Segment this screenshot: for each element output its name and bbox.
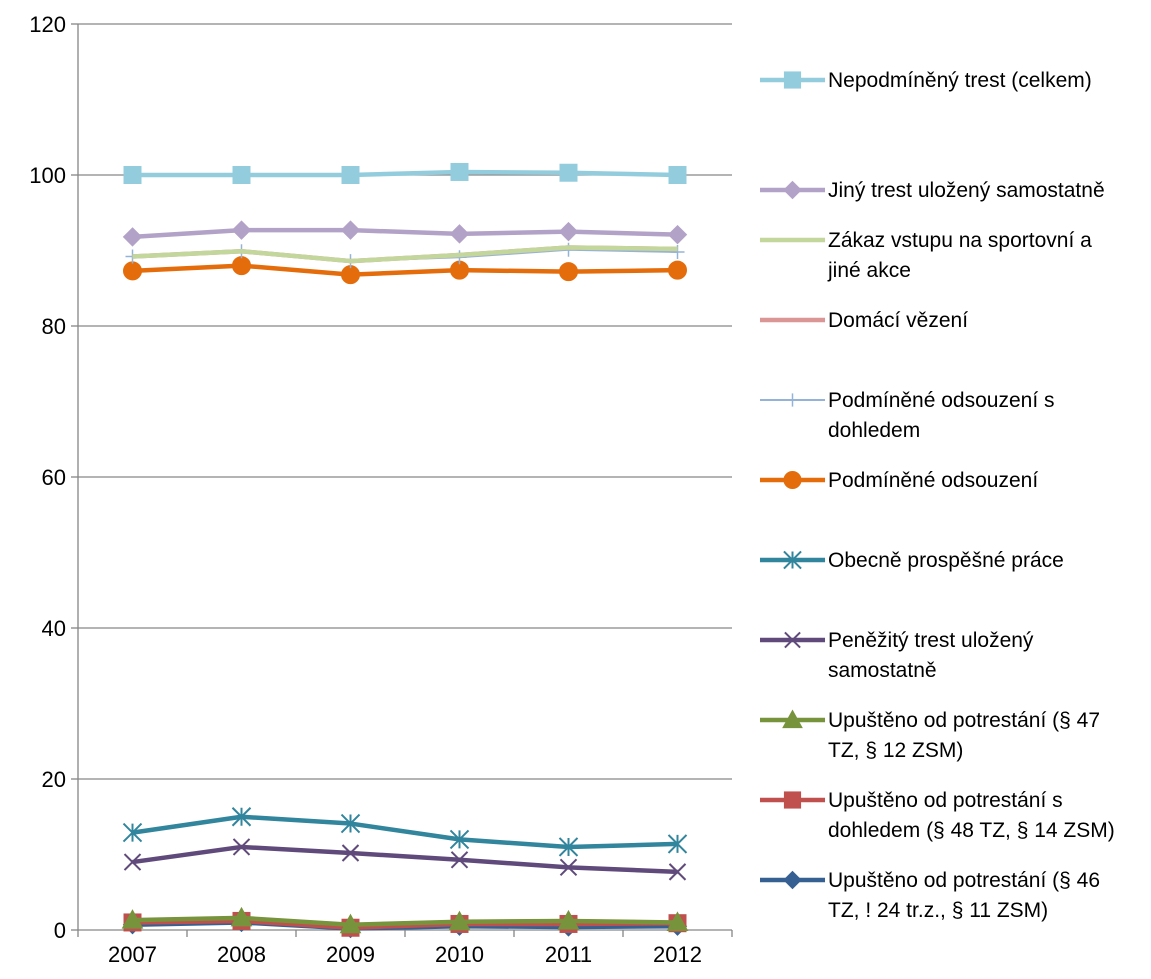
legend-label: Podmíněné odsouzení: [828, 469, 1038, 492]
series-line: [132, 245, 678, 264]
data-point: [668, 166, 687, 184]
data-point: [668, 260, 687, 280]
legend-marker: [782, 709, 803, 729]
data-point: [122, 822, 143, 843]
legend-label: Peněžitý trest uložený samostatně: [828, 629, 1034, 682]
series: [123, 256, 687, 285]
series-line: [132, 227, 678, 240]
legend-label: Upuštěno od potrestání s dohledem (§ 48 T…: [828, 789, 1115, 842]
legend-marker: [785, 393, 800, 407]
series: [122, 220, 688, 247]
legend-marker: [783, 870, 802, 890]
series: [123, 162, 687, 184]
legend-marker: [783, 180, 802, 200]
data-point: [232, 256, 251, 276]
data-point: [450, 851, 469, 869]
series: [122, 807, 688, 857]
legend-item: Zákaz vstupu na sportovní a jiné akce: [760, 229, 1092, 282]
y-tick-label: 100: [29, 163, 66, 188]
legend-marker: [783, 71, 802, 89]
data-point: [231, 220, 252, 240]
data-point: [448, 910, 471, 931]
legend-item: Nepodmíněný trest (celkem): [760, 69, 1092, 92]
series-line: [132, 169, 678, 178]
data-point: [668, 863, 687, 881]
series-line: [132, 844, 678, 875]
y-tick-label: 0: [54, 918, 66, 943]
legend-marker: [784, 631, 801, 649]
legend-item: Peněžitý trest uložený samostatně: [760, 629, 1034, 682]
data-point: [449, 224, 470, 244]
data-point: [230, 906, 253, 927]
data-point: [558, 221, 579, 242]
series-line: [132, 814, 678, 850]
series: [132, 245, 678, 264]
series-line: [132, 263, 678, 277]
data-point: [449, 829, 470, 850]
data-point: [558, 837, 579, 857]
data-point: [666, 911, 689, 931]
legend-label: Domácí vězení: [828, 309, 968, 332]
legend-label: Nepodmíněný trest (celkem): [828, 69, 1092, 92]
y-tick-label: 80: [42, 314, 66, 339]
legend-item: Upuštěno od potrestání s dohledem (§ 48 T…: [760, 789, 1115, 842]
legend-item: Obecně prospěšné práce: [760, 549, 1064, 572]
x-tick-label: 2011: [545, 942, 592, 967]
legend-item: Podmíněné odsouzení s dohledem: [760, 389, 1055, 442]
x-tick-label: 2007: [108, 942, 157, 967]
data-point: [121, 909, 144, 929]
data-point: [559, 858, 578, 877]
y-tick-label: 20: [42, 767, 66, 792]
legend-item: Domácí vězení: [760, 309, 968, 332]
data-point: [450, 162, 469, 181]
data-point: [232, 166, 251, 184]
data-point: [341, 844, 360, 862]
series: [121, 906, 689, 934]
legend-item: Upuštěno od potrestání (§ 46 TZ, ! 24 tr.…: [760, 869, 1100, 922]
data-point: [667, 834, 688, 854]
x-tick-label: 2012: [653, 942, 702, 967]
x-tick-label: 2008: [217, 942, 266, 967]
x-tick-label: 2009: [326, 942, 375, 967]
legend-label: Jiný trest uložený samostatně: [828, 179, 1105, 202]
legend-label: Podmíněné odsouzení s dohledem: [828, 389, 1055, 442]
legend-label: Upuštěno od potrestání (§ 47 TZ, § 12 ZSM…: [828, 709, 1100, 762]
y-tick-label: 40: [42, 616, 66, 641]
data-point: [123, 853, 142, 871]
data-point: [232, 838, 251, 856]
data-point: [341, 265, 360, 285]
series: [123, 838, 687, 881]
legend-item: Jiný trest uložený samostatně: [760, 179, 1105, 202]
data-point: [341, 166, 360, 184]
data-point: [122, 227, 143, 247]
legend-label: Obecně prospěšné práce: [828, 549, 1064, 572]
legend-item: Podmíněné odsouzení: [760, 469, 1038, 492]
y-tick-label: 120: [29, 12, 66, 37]
data-point: [667, 224, 688, 245]
series-line: [132, 915, 678, 927]
legend-item: Upuštěno od potrestání (§ 47 TZ, § 12 ZSM…: [760, 709, 1100, 762]
data-point: [231, 807, 252, 827]
legend-label: Zákaz vstupu na sportovní a jiné akce: [827, 229, 1092, 282]
x-tick-label: 2010: [435, 942, 484, 967]
legend-marker: [783, 470, 802, 490]
legend-marker: [783, 550, 802, 570]
data-point: [559, 262, 578, 282]
legend-marker: [783, 791, 802, 809]
data-point: [340, 220, 361, 240]
data-point: [123, 261, 142, 281]
y-tick-label: 60: [42, 465, 66, 490]
data-point: [557, 909, 580, 930]
series-line: [132, 918, 678, 930]
data-point: [339, 913, 362, 934]
data-point: [559, 163, 578, 182]
data-point: [340, 813, 361, 834]
legend-label: Upuštěno od potrestání (§ 46 TZ, ! 24 tr.…: [828, 869, 1100, 922]
data-point: [123, 166, 142, 184]
